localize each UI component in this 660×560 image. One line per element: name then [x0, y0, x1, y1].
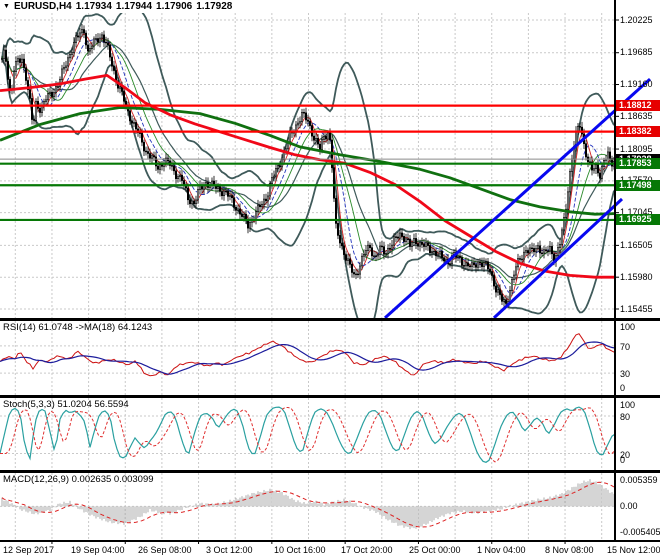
- rsi-indicator-label: RSI(14) 61.0748 ->MA(18) 64.1243: [3, 322, 153, 333]
- price-axis-label: 1.15455: [620, 303, 653, 314]
- panel-separator[interactable]: [0, 318, 660, 321]
- macd-signal-line: [1, 481, 615, 528]
- price-level-badge: 1.17498: [616, 179, 660, 191]
- ohlc-low: 1.17906: [156, 1, 193, 12]
- time-axis-label: 25 Oct 00:00: [409, 545, 461, 555]
- time-axis-label: 3 Oct 12:00: [206, 545, 253, 555]
- stochastic-panel: [0, 406, 615, 463]
- macd-indicator-label: MACD(12,26,9) 0.002635 0.003099: [3, 474, 154, 485]
- price-level-badge: 1.18812: [616, 100, 660, 112]
- price-axis-border: [614, 0, 616, 542]
- slow-ma-red: [0, 74, 615, 279]
- stochastic-k-line: [0, 406, 615, 463]
- macd-panel: [1, 479, 615, 530]
- macd-axis-label: -0.005405: [620, 527, 660, 537]
- trend-channel: [383, 77, 652, 318]
- time-axis-label: 12 Sep 2017: [3, 545, 55, 555]
- trendline: [383, 77, 652, 318]
- stoch-axis-label: 100: [620, 399, 636, 410]
- price-axis-label: 1.19685: [620, 47, 653, 58]
- rsi-axis-label: 30: [620, 369, 631, 380]
- bollinger-lower-band: [1, 58, 615, 318]
- price-axis-label: 1.18635: [620, 110, 653, 121]
- price-axis-label: 1.19160: [620, 79, 653, 90]
- ohlc-high: 1.17944: [115, 1, 153, 12]
- panel-separator[interactable]: [0, 395, 660, 398]
- symbol-dropdown-icon[interactable]: ▼: [3, 3, 10, 10]
- rsi-axis-label: 0: [620, 383, 626, 393]
- ohlc-open: 1.17934: [75, 1, 112, 12]
- macd-axis-label: 0.00: [620, 500, 638, 511]
- time-axis-label: 8 Nov 08:00: [545, 545, 594, 555]
- trendline: [492, 197, 624, 318]
- slow-ma-green: [0, 106, 615, 216]
- time-axis-label: 15 Nov 12:00: [607, 545, 660, 555]
- stoch-axis-label: 80: [620, 412, 631, 422]
- stoch-axis-label: 20: [620, 449, 631, 460]
- bollinger-upper-band: [1, 13, 615, 255]
- time-axis-label: 1 Nov 04:00: [477, 545, 526, 555]
- time-axis-border: [0, 540, 660, 542]
- time-axis-label: 10 Oct 16:00: [274, 545, 326, 555]
- rsi-axis-label: 70: [620, 341, 631, 352]
- rsi-line: [0, 333, 615, 377]
- panel-separator[interactable]: [0, 470, 660, 473]
- price-level-badge: 1.18382: [616, 126, 660, 138]
- price-axis-label: 1.15980: [620, 271, 653, 282]
- time-axis-label: 19 Sep 04:00: [71, 545, 125, 555]
- main-price-panel: [0, 13, 615, 318]
- time-axis-label: 26 Sep 08:00: [138, 545, 192, 555]
- rsi-ma-line: [0, 341, 615, 375]
- price-axis-label: 1.18095: [620, 143, 653, 154]
- rsi-axis-label: 100: [620, 321, 636, 332]
- ohlc-close: 1.17928: [196, 1, 233, 12]
- macd-axis-label: 0.005359: [620, 475, 658, 485]
- chart-title: ▼ EURUSD,H4 1.17934 1.17944 1.17906 1.17928: [3, 1, 236, 12]
- stoch-axis-label: 0: [620, 455, 626, 465]
- price-axis-label: 1.16505: [620, 239, 653, 250]
- price-level-badge: 1.17853: [616, 158, 660, 170]
- stochastic-d-line: [0, 406, 615, 463]
- symbol-period: EURUSD,H4: [13, 1, 72, 12]
- rsi-panel: [0, 333, 615, 377]
- price-axis-label: 1.17045: [620, 207, 653, 218]
- price-level-badge: 1.16925: [616, 214, 660, 226]
- time-axis-label: 17 Oct 20:00: [341, 545, 393, 555]
- price-axis-label: 1.20225: [620, 14, 653, 25]
- stoch-indicator-label: Stoch(5,3,3) 51.0204 56.5594: [3, 399, 129, 410]
